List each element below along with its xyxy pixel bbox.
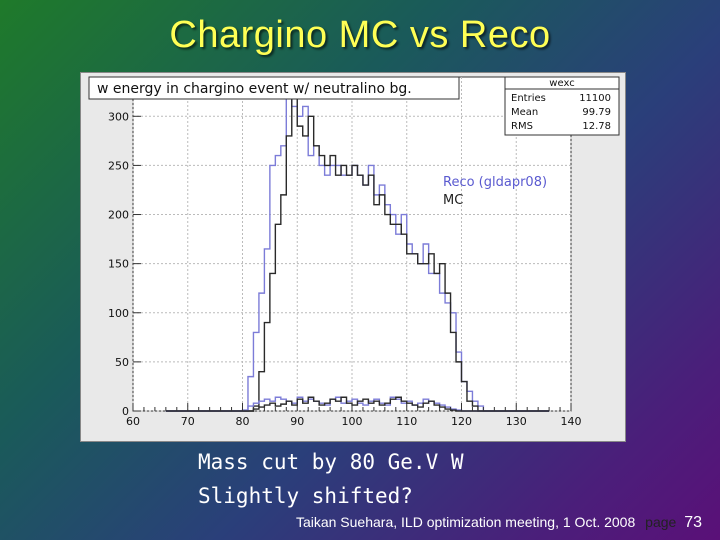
stats-label: Mean: [511, 107, 538, 118]
x-tick-label: 90: [290, 415, 304, 428]
stats-label: RMS: [511, 121, 533, 132]
x-tick-label: 60: [126, 415, 140, 428]
y-tick-label: 0: [122, 405, 129, 418]
legend-mc: MC: [443, 193, 463, 208]
stats-label: Entries: [511, 93, 546, 104]
page-label: page: [645, 514, 677, 530]
histogram-series: [165, 95, 550, 412]
histogram-series: [165, 396, 550, 412]
x-tick-label: 70: [181, 415, 195, 428]
y-tick-label: 200: [108, 209, 129, 222]
x-tick-label: 140: [561, 415, 582, 428]
ticks: 60 70 80 90 100 110 120 130 140 0 50 100 150 200 250 30…: [108, 110, 582, 428]
x-tick-label: 100: [342, 415, 363, 428]
x-tick-label: 80: [236, 415, 250, 428]
y-tick-label: 300: [108, 110, 129, 123]
stats-value: 12.78: [582, 121, 611, 132]
stats-name: wexc: [549, 78, 574, 89]
x-tick-label: 130: [506, 415, 527, 428]
y-tick-label: 50: [115, 356, 129, 369]
y-tick-label: 150: [108, 258, 129, 271]
chart-title-box: [88, 76, 460, 100]
stats-box: wexc Entries 11100 Mean 99.79 RMS 12.78: [504, 76, 620, 136]
y-tick-label: 100: [108, 307, 129, 320]
legend-reco: Reco (gldapr08): [443, 175, 547, 190]
slide-title: Chargino MC vs Reco: [169, 14, 551, 56]
footer: Taikan Suehara, ILD optimization meeting…: [296, 514, 702, 532]
caption-line-2: Slightly shifted?: [198, 484, 413, 508]
histogram-svg: 60 70 80 90 100 110 120 130 140 0 50 100 150 200 250 30…: [88, 76, 620, 428]
y-tick-label: 250: [108, 159, 129, 172]
series-layer: [165, 95, 550, 412]
histogram-plot: 60 70 80 90 100 110 120 130 140 0 50 100 150 200 250 30…: [80, 72, 626, 442]
x-tick-label: 120: [451, 415, 472, 428]
plot-area: [132, 76, 572, 412]
caption-line-1: Mass cut by 80 Ge.V W: [198, 450, 464, 474]
x-tick-label: 110: [396, 415, 417, 428]
chart-title: w energy in chargino event w/ neutralino…: [97, 81, 412, 97]
page-number: 73: [684, 514, 702, 531]
stats-value: 11100: [579, 93, 611, 104]
footer-text: Taikan Suehara, ILD optimization meeting…: [295, 514, 636, 530]
stats-value: 99.79: [582, 107, 611, 118]
